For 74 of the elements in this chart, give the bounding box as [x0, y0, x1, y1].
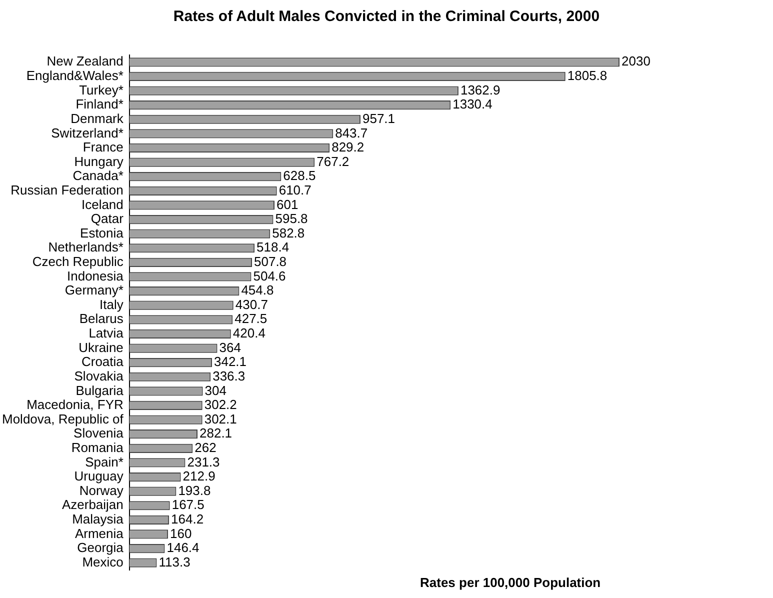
data-label: 1805.8 — [567, 68, 608, 84]
y-tick-label: Finland* — [76, 96, 124, 112]
data-label: 1330.4 — [452, 96, 492, 112]
data-label: 113.3 — [158, 554, 190, 570]
data-label: 595.8 — [275, 211, 308, 226]
data-label: 262 — [194, 440, 216, 455]
y-tick-label: Turkey* — [79, 82, 124, 98]
data-label: 231.3 — [187, 454, 220, 470]
y-tick-label: Georgia — [77, 540, 124, 556]
y-tick-label: Belarus — [79, 311, 124, 326]
data-label: 957.1 — [362, 110, 396, 126]
y-tick-label: Indonesia — [67, 268, 124, 284]
y-tick-label: Ukraine — [78, 340, 124, 355]
data-label: 304 — [204, 382, 226, 398]
y-tick-label: Bulgaria — [76, 382, 124, 398]
data-label: 193.8 — [178, 482, 211, 498]
data-label: 420.4 — [232, 326, 266, 341]
y-tick-label: Norway — [79, 482, 124, 498]
data-label: 518.4 — [256, 240, 290, 255]
data-label: 454.8 — [241, 282, 274, 298]
y-tick-label: Mexico — [82, 554, 124, 570]
x-axis-title: Rates per 100,000 Population — [420, 575, 601, 590]
data-label: 601 — [276, 196, 298, 212]
y-tick-label: Azerbaijan — [62, 497, 124, 512]
y-tick-label: Qatar — [90, 211, 124, 226]
y-tick-label: Estonia — [80, 225, 124, 240]
y-tick-label: Russian Federation — [10, 182, 124, 198]
y-tick-label: Germany* — [64, 282, 124, 298]
y-tick-label: France — [82, 140, 124, 155]
data-label: 504.6 — [253, 268, 286, 284]
data-label: 610.7 — [278, 182, 312, 198]
chart-title: Rates of Adult Males Convicted in the Criminal Courts, 2000 — [172, 8, 601, 25]
data-label: 342.1 — [214, 354, 247, 370]
y-tick-label: Croatia — [81, 354, 124, 370]
y-tick-label: Switzerland* — [51, 125, 124, 140]
data-label: 164.2 — [171, 512, 204, 527]
y-tick-label: Italy — [100, 296, 124, 312]
data-label: 302.1 — [204, 411, 237, 426]
data-label: 2030 — [622, 54, 650, 69]
data-label: 167.5 — [172, 497, 204, 512]
y-tick-label: Armenia — [74, 526, 124, 541]
data-label: 507.8 — [254, 254, 287, 270]
data-label: 212.9 — [182, 468, 216, 484]
data-label: 364 — [219, 340, 241, 355]
y-tick-label: Latvia — [88, 326, 124, 341]
data-label: 1362.9 — [460, 82, 500, 98]
y-tick-label: Slovakia — [74, 368, 124, 384]
data-label: 336.3 — [212, 368, 246, 384]
y-tick-label: Moldova, Republic of — [2, 411, 124, 426]
y-tick-label: Spain* — [85, 454, 124, 470]
y-tick-label: Uruguay — [74, 468, 124, 484]
data-label: 302.2 — [204, 397, 237, 412]
y-tick-label: Canada* — [72, 168, 124, 184]
y-tick-label: England&Wales* — [26, 68, 124, 84]
y-tick-label: Netherlands* — [48, 240, 124, 255]
y-tick-label: Romania — [71, 440, 124, 455]
data-label: 146.4 — [166, 540, 200, 556]
data-label: 582.8 — [272, 225, 305, 240]
y-tick-label: Malaysia — [72, 512, 124, 527]
y-tick-label: Denmark — [70, 110, 124, 126]
y-tick-label: Slovenia — [74, 426, 124, 441]
data-label: 430.7 — [235, 296, 268, 312]
data-label: 628.5 — [283, 168, 316, 184]
y-tick-label: Czech Republic — [32, 254, 124, 270]
y-tick-label: Iceland — [81, 196, 124, 212]
y-tick-label: Macedonia, FYR — [26, 397, 124, 412]
y-tick-label: New Zealand — [46, 54, 124, 69]
data-label: 160 — [170, 526, 192, 541]
y-tick-label: Hungary — [74, 154, 124, 169]
data-label: 829.2 — [332, 140, 364, 155]
data-label: 767.2 — [316, 154, 350, 169]
data-label: 427.5 — [234, 311, 268, 326]
data-label: 843.7 — [335, 125, 368, 140]
data-label: 282.1 — [200, 426, 232, 441]
